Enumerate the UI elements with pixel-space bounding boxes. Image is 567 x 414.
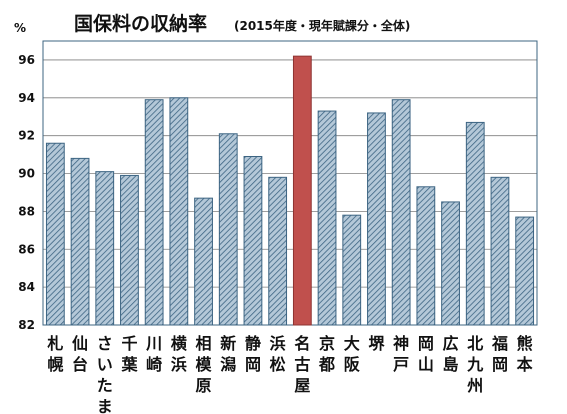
x-category-label: 京都 (318, 334, 335, 374)
bar-5 (169, 97, 189, 326)
bar-10 (292, 55, 312, 326)
bar-3 (120, 174, 139, 326)
plot-frame (42, 40, 538, 326)
x-category-label: 千葉 (120, 334, 138, 374)
bar-13 (367, 112, 386, 326)
x-category-label: 横浜 (171, 334, 188, 374)
grid-lines (43, 59, 537, 288)
bar-8 (243, 155, 263, 326)
bar-19 (515, 216, 535, 326)
bar-6 (194, 197, 213, 326)
x-category-label: 静岡 (245, 334, 261, 374)
y-tick-label: 82 (18, 318, 35, 332)
x-category-label: 札幌 (46, 334, 63, 374)
bar-15 (416, 186, 436, 326)
x-category-label: 神戸 (393, 334, 409, 374)
x-category-label: 北九州 (466, 334, 483, 395)
bar-14 (391, 99, 411, 326)
y-axis-unit: % (14, 21, 26, 35)
x-category-label: 熊本 (517, 334, 533, 374)
bar-9 (268, 176, 288, 326)
y-axis-ticks: 82 84 86 88 90 92 94 96 (18, 53, 35, 332)
bar-12 (342, 214, 362, 326)
bar-2 (95, 171, 115, 326)
x-category-label: さいたま (97, 334, 113, 414)
bar-7 (218, 133, 238, 326)
y-tick-label: 94 (18, 91, 35, 105)
y-tick-label: 96 (18, 53, 35, 67)
x-category-label: 岡山 (418, 334, 434, 374)
chart-title: 国保料の収納率 (74, 12, 207, 35)
bar-11 (317, 110, 337, 326)
y-tick-label: 90 (18, 167, 35, 181)
x-category-label: 名古屋 (294, 334, 310, 395)
y-tick-label: 92 (18, 129, 35, 143)
bar-17 (465, 121, 485, 326)
y-tick-label: 86 (18, 242, 35, 256)
x-category-label: 仙台 (72, 334, 88, 374)
bar-16 (441, 201, 460, 326)
x-category-label: 大阪 (344, 334, 361, 374)
y-tick-label: 88 (18, 204, 35, 218)
x-category-label: 広島 (443, 334, 459, 374)
x-category-label: 浜松 (270, 334, 286, 374)
x-category-label: 福岡 (491, 334, 508, 374)
chart-subtitle: (2015年度・現年賦課分・全体) (234, 18, 410, 33)
bars (45, 55, 535, 326)
x-category-label: 堺 (368, 334, 385, 353)
x-category-label: 新潟 (220, 334, 236, 374)
y-tick-label: 84 (18, 280, 35, 294)
bar-0 (45, 142, 65, 326)
x-category-label: 相模原 (196, 334, 213, 395)
x-category-label: 川崎 (145, 334, 162, 374)
bar-18 (490, 176, 510, 326)
bar-4 (144, 99, 164, 326)
bar-1 (70, 157, 90, 326)
